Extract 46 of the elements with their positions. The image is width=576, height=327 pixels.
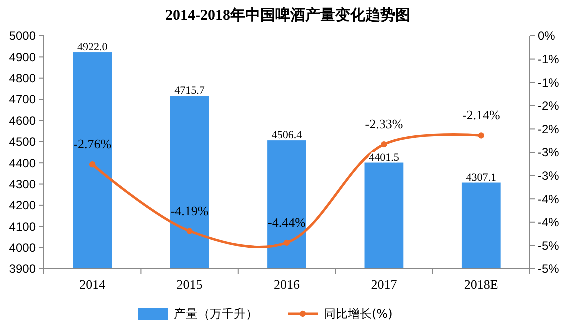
data-label: -4.44% xyxy=(268,214,306,230)
point xyxy=(478,132,484,139)
y2-tick-label: -2% xyxy=(538,99,560,114)
point xyxy=(381,141,388,148)
chart-title: 2014-2018年中国啤酒产量变化趋势图 xyxy=(166,6,410,24)
y2-tick-label: -2% xyxy=(538,122,560,136)
data-label: -2.76% xyxy=(74,136,112,152)
y-tick-label: 4700 xyxy=(9,92,36,107)
data-label: -4.19% xyxy=(170,203,209,218)
x-tick-label: 2014 xyxy=(80,277,106,292)
y-tick-label: 4900 xyxy=(9,50,36,64)
point xyxy=(284,240,290,246)
point xyxy=(186,228,193,234)
y2-tick-label: -1% xyxy=(538,52,560,66)
y2-tick-label: -3% xyxy=(538,146,560,160)
y2-tick-label: -5% xyxy=(538,262,560,276)
y-tick-label: 4400 xyxy=(9,156,36,170)
y-tick-label: 4800 xyxy=(9,72,36,86)
y2-tick-label: 0% xyxy=(538,29,556,44)
data-label: 4715.7 xyxy=(174,85,206,98)
y-tick-label: 4000 xyxy=(9,241,36,256)
data-label: 4506.4 xyxy=(272,130,303,142)
x-tick-label: 2017 xyxy=(371,277,398,292)
x-tick-label: 2015 xyxy=(176,277,203,292)
y-tick-label: 4600 xyxy=(9,114,36,128)
y-tick-label: 4300 xyxy=(9,177,36,192)
legend-label: 产量（万千升） xyxy=(174,307,258,322)
y2-tick-label: -4% xyxy=(538,216,560,230)
data-label: 4922.0 xyxy=(77,42,108,54)
y-tick-label: 4500 xyxy=(9,135,36,150)
data-label: -2.33% xyxy=(365,116,404,132)
data-label: 4401.5 xyxy=(369,152,400,164)
y-tick-label: 4100 xyxy=(9,220,36,234)
y2-tick-label: -3% xyxy=(538,169,560,183)
x-tick-label: 2016 xyxy=(274,277,300,292)
y-tick-label: 3900 xyxy=(9,262,36,276)
legend-label: 同比增长(%) xyxy=(324,307,393,322)
y2-tick-label: -5% xyxy=(538,238,560,253)
data-label: 4307.1 xyxy=(466,172,497,184)
y2-tick-label: -1% xyxy=(538,76,560,90)
data-label: -2.14% xyxy=(462,108,501,123)
point xyxy=(90,162,96,168)
y-tick-label: 4200 xyxy=(9,198,36,213)
x-tick-label: 2018E xyxy=(464,277,498,292)
y2-tick-label: -4% xyxy=(538,192,560,206)
y-tick-label: 5000 xyxy=(9,29,36,44)
